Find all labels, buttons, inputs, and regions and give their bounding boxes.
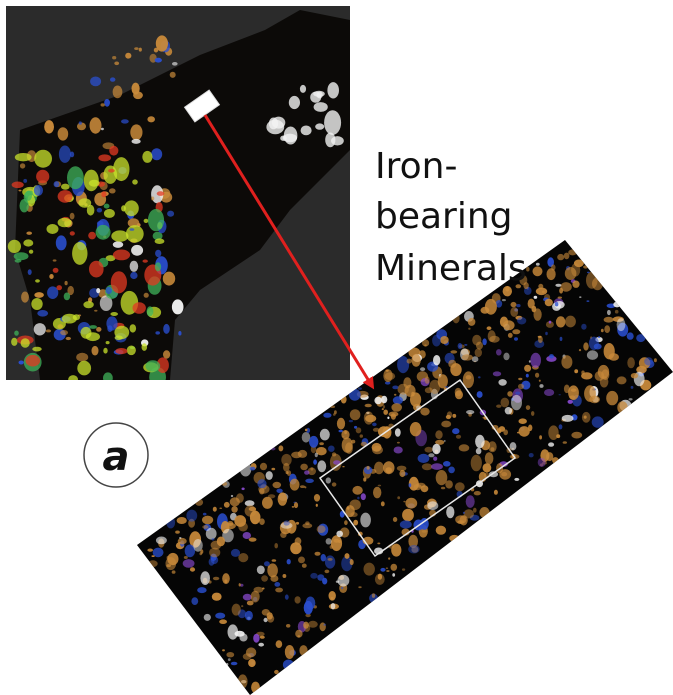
panel-label-badge: a <box>83 422 149 488</box>
overview-map-imagery <box>7 10 350 380</box>
overview-map <box>6 6 350 380</box>
circle-badge-icon <box>83 422 149 488</box>
arrow-icon <box>203 114 375 390</box>
panel-label: a <box>103 434 130 480</box>
annotation-line-3: Minerals <box>375 248 527 289</box>
detail-map-imagery <box>147 249 657 694</box>
detail-subregion-box <box>318 378 517 558</box>
annotation-line-1: Iron- <box>375 146 457 187</box>
annotation-label: Iron- bearing Minerals <box>375 146 527 289</box>
detail-map <box>137 240 673 695</box>
annotation-line-2: bearing <box>375 196 513 237</box>
selection-marker <box>183 89 221 123</box>
